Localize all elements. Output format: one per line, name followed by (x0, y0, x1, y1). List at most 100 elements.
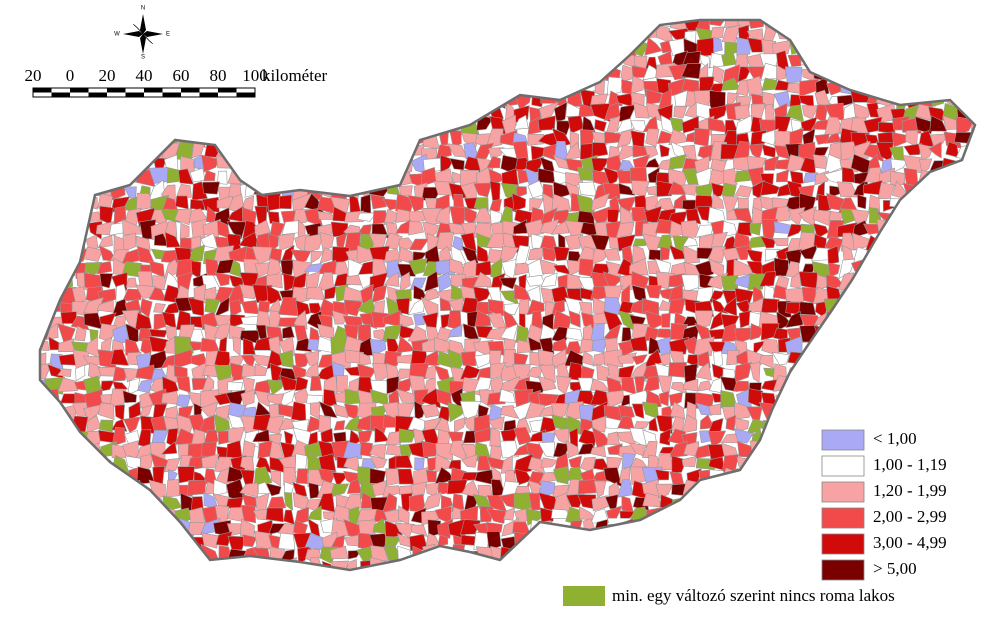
municipality (581, 350, 593, 366)
municipality (671, 558, 686, 570)
municipality (956, 52, 975, 69)
municipality (673, 106, 688, 119)
municipality (892, 285, 907, 305)
municipality (851, 313, 871, 330)
municipality (726, 92, 740, 105)
municipality (370, 81, 389, 94)
municipality (903, 272, 918, 291)
municipality (537, 375, 557, 392)
municipality (707, 520, 728, 536)
municipality (309, 375, 322, 391)
municipality (915, 223, 937, 241)
municipality (40, 452, 50, 472)
municipality (919, 158, 933, 175)
municipality (916, 400, 936, 423)
municipality (330, 155, 352, 173)
municipality (477, 20, 494, 30)
municipality (694, 260, 715, 278)
municipality (162, 301, 180, 315)
municipality (333, 420, 346, 431)
municipality (200, 374, 215, 396)
municipality (70, 208, 91, 221)
municipality (642, 401, 660, 420)
municipality (451, 93, 468, 111)
municipality (435, 27, 451, 45)
municipality (629, 536, 645, 546)
municipality (227, 381, 244, 391)
municipality (422, 114, 440, 130)
municipality (401, 53, 414, 69)
municipality (786, 543, 803, 560)
municipality (798, 428, 819, 448)
municipality (294, 38, 313, 58)
municipality (499, 64, 518, 83)
municipality (603, 467, 623, 488)
municipality (764, 494, 778, 512)
municipality (373, 24, 387, 43)
municipality (943, 260, 961, 276)
municipality (908, 362, 924, 379)
municipality (785, 311, 804, 329)
municipality (578, 103, 595, 118)
municipality (968, 55, 975, 72)
municipality (568, 310, 581, 328)
municipality (752, 285, 764, 304)
municipality (385, 468, 403, 486)
municipality (71, 483, 86, 500)
municipality (853, 400, 867, 422)
municipality-layer (40, 20, 975, 588)
municipality (109, 388, 126, 408)
municipality (397, 468, 415, 485)
municipality (865, 351, 882, 369)
municipality (409, 561, 430, 570)
municipality (225, 26, 243, 40)
municipality (734, 417, 750, 433)
municipality (552, 531, 573, 551)
municipality (867, 366, 884, 383)
municipality (698, 493, 713, 512)
municipality (590, 544, 607, 566)
municipality (957, 322, 975, 342)
municipality (201, 559, 219, 570)
municipality (97, 480, 118, 496)
municipality (306, 131, 321, 144)
municipality (283, 157, 297, 172)
municipality (967, 246, 975, 262)
municipality (410, 117, 424, 135)
municipality (969, 206, 975, 225)
municipality (408, 210, 428, 224)
municipality (187, 117, 209, 132)
municipality (266, 145, 286, 160)
municipality (319, 231, 335, 252)
municipality (967, 519, 975, 533)
municipality (527, 569, 545, 570)
municipality (488, 147, 505, 159)
municipality (929, 298, 943, 319)
municipality (593, 480, 607, 498)
municipality (539, 337, 555, 355)
municipality (734, 495, 750, 511)
municipality (618, 27, 635, 44)
municipality (776, 169, 790, 183)
municipality (307, 505, 322, 521)
municipality (891, 20, 908, 28)
municipality (713, 37, 723, 53)
municipality (191, 103, 204, 121)
municipality (346, 40, 363, 58)
municipality (332, 66, 352, 83)
municipality (815, 77, 830, 97)
municipality (866, 391, 884, 409)
municipality (774, 414, 790, 435)
municipality (489, 426, 502, 447)
municipality (967, 271, 975, 289)
municipality (681, 274, 699, 293)
municipality (291, 572, 311, 588)
municipality (540, 457, 559, 468)
municipality (889, 273, 906, 289)
municipality (928, 68, 947, 83)
municipality (720, 510, 738, 526)
municipality (531, 43, 544, 57)
municipality (863, 272, 878, 290)
municipality (953, 76, 972, 98)
municipality (902, 299, 924, 315)
